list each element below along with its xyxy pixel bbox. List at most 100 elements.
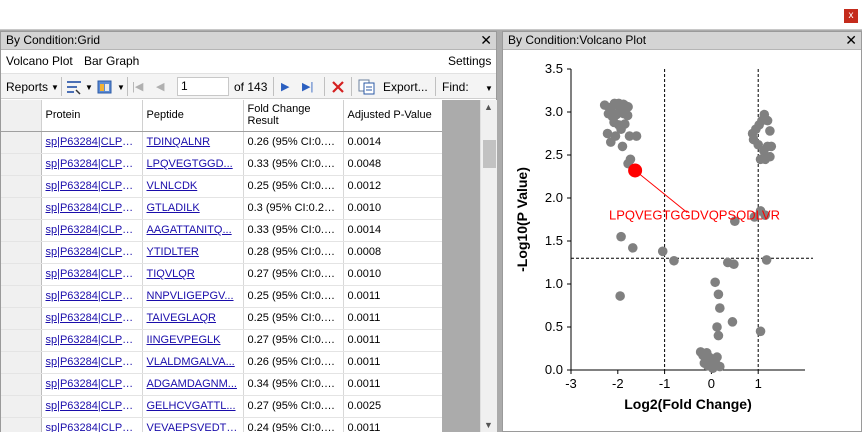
toolbar-overflow-icon[interactable]: ▼ — [485, 84, 493, 93]
fold-change-cell[interactable]: 0.26 (95% CI:0.1... — [243, 131, 344, 154]
fold-change-cell[interactable]: 0.24 (95% CI:0.1... — [243, 417, 344, 432]
p-value-cell[interactable]: 0.0011 — [343, 285, 442, 308]
filter-dropdown-icon[interactable]: ▼ — [85, 83, 93, 92]
fold-change-cell[interactable]: 0.25 (95% CI:0.1... — [243, 307, 344, 330]
peptide-link[interactable]: TIQVLQR — [142, 263, 244, 286]
volcano-plot-chart[interactable]: 0.0 0.5 1.0 1.5 2.0 2.5 3.0 3.5 -3 -2 -1 0 1Log2(Fol… — [503, 51, 861, 432]
p-value-cell[interactable]: 0.0011 — [343, 307, 442, 330]
p-value-cell[interactable]: 0.0010 — [343, 197, 442, 220]
row-header[interactable] — [1, 329, 42, 352]
table-row[interactable]: sp|P63284|CLPB... GELHCVGATTL... 0.27 (95%… — [1, 395, 442, 418]
clear-filter-icon[interactable] — [330, 79, 346, 95]
page-number-input[interactable]: 1 — [177, 77, 229, 96]
fold-change-cell[interactable]: 0.3 (95% CI:0.24 ... — [243, 197, 344, 220]
protein-link[interactable]: sp|P63284|CLPB... — [41, 131, 143, 154]
table-row[interactable]: sp|P63284|CLPB... TAIVEGLAQR 0.25 (95% CI:… — [1, 307, 442, 330]
table-row[interactable]: sp|P63284|CLPB... NNPVLIGEPGV... 0.25 (95%… — [1, 285, 442, 308]
peptide-link[interactable]: ADGAMDAGNM... — [142, 373, 244, 396]
bar-graph-tab[interactable]: Bar Graph — [84, 54, 140, 68]
scroll-up-icon[interactable]: ▲ — [484, 102, 493, 112]
p-value-cell[interactable]: 0.0025 — [343, 395, 442, 418]
row-header[interactable] — [1, 175, 42, 198]
row-header[interactable] — [1, 395, 42, 418]
peptide-link[interactable]: TDINQALNR — [142, 131, 244, 154]
fold-change-cell[interactable]: 0.25 (95% CI:0.1... — [243, 285, 344, 308]
peptide-link[interactable]: VLALDMGALVA... — [142, 351, 244, 374]
protein-link[interactable]: sp|P63284|CLPB... — [41, 219, 143, 242]
row-header[interactable] — [1, 219, 42, 242]
column-header-fold-change[interactable]: Fold Change Result — [243, 100, 344, 132]
fold-change-cell[interactable]: 0.34 (95% CI:0.2... — [243, 373, 344, 396]
volcano-plot-tab[interactable]: Volcano Plot — [6, 54, 73, 68]
column-header-peptide[interactable]: Peptide — [142, 100, 244, 132]
p-value-cell[interactable]: 0.0011 — [343, 351, 442, 374]
p-value-cell[interactable]: 0.0011 — [343, 417, 442, 432]
table-row[interactable]: sp|P63284|CLPB... YTIDLTER 0.28 (95% CI:0.… — [1, 241, 442, 264]
scrollbar-thumb[interactable] — [483, 140, 496, 168]
row-header[interactable] — [1, 285, 42, 308]
protein-link[interactable]: sp|P63284|CLPB... — [41, 351, 143, 374]
grid-panel-close-button[interactable]: ✕ — [480, 32, 492, 48]
table-row[interactable]: sp|P63284|CLPB... VLNLCDK 0.25 (95% CI:0.1… — [1, 175, 442, 198]
fold-change-cell[interactable]: 0.33 (95% CI:0.2... — [243, 219, 344, 242]
fold-change-cell[interactable]: 0.28 (95% CI:0.2... — [243, 241, 344, 264]
column-dropdown-icon[interactable]: ▼ — [117, 83, 125, 92]
last-page-icon[interactable]: ▶| — [302, 81, 314, 93]
fold-change-cell[interactable]: 0.25 (95% CI:0.1... — [243, 175, 344, 198]
fold-change-cell[interactable]: 0.27 (95% CI:0.2 ... — [243, 329, 344, 352]
row-header[interactable] — [1, 263, 42, 286]
table-row[interactable]: sp|P63284|CLPB... AAGATTANITQ... 0.33 (95%… — [1, 219, 442, 242]
p-value-cell[interactable]: 0.0011 — [343, 373, 442, 396]
fold-change-cell[interactable]: 0.33 (95% CI:0.2... — [243, 153, 344, 176]
peptide-link[interactable]: AAGATTANITQ... — [142, 219, 244, 242]
peptide-link[interactable]: LPQVEGTGGD... — [142, 153, 244, 176]
scroll-down-icon[interactable]: ▼ — [484, 420, 493, 430]
peptide-link[interactable]: IINGEVPEGLK — [142, 329, 244, 352]
peptide-link[interactable]: YTIDLTER — [142, 241, 244, 264]
table-row[interactable]: sp|P63284|CLPB... ADGAMDAGNM... 0.34 (95% … — [1, 373, 442, 396]
protein-link[interactable]: sp|P63284|CLPB... — [41, 307, 143, 330]
peptide-link[interactable]: NNPVLIGEPGV... — [142, 285, 244, 308]
table-row[interactable]: sp|P63284|CLPB... GTLADILK 0.3 (95% CI:0.2… — [1, 197, 442, 220]
copy-icon[interactable] — [358, 79, 376, 95]
table-row[interactable]: sp|P63284|CLPB... LPQVEGTGGD... 0.33 (95% … — [1, 153, 442, 176]
row-header[interactable] — [1, 153, 42, 176]
reports-menu-button[interactable]: Reports — [6, 80, 49, 94]
row-header[interactable] — [1, 131, 42, 154]
table-row[interactable]: sp|P63284|CLPB... TDINQALNR 0.26 (95% CI:0… — [1, 131, 442, 154]
protein-link[interactable]: sp|P63284|CLPB... — [41, 197, 143, 220]
first-page-icon[interactable]: |◀ — [132, 81, 144, 93]
p-value-cell[interactable]: 0.0011 — [343, 329, 442, 352]
table-row[interactable]: sp|P63284|CLPB... IINGEVPEGLK 0.27 (95% CI… — [1, 329, 442, 352]
plot-panel-close-button[interactable]: ✕ — [845, 32, 857, 48]
row-header[interactable] — [1, 197, 42, 220]
export-button[interactable]: Export... — [383, 80, 428, 94]
settings-button[interactable]: Settings — [448, 54, 492, 68]
protein-link[interactable]: sp|P63284|CLPB... — [41, 241, 143, 264]
fold-change-cell[interactable]: 0.26 (95% CI:0.1... — [243, 351, 344, 374]
protein-link[interactable]: sp|P63284|CLPB... — [41, 417, 143, 432]
protein-link[interactable]: sp|P63284|CLPB... — [41, 373, 143, 396]
protein-link[interactable]: sp|P63284|CLPB... — [41, 329, 143, 352]
p-value-cell[interactable]: 0.0008 — [343, 241, 442, 264]
column-header-adjusted-p-value[interactable]: Adjusted P-Value — [343, 100, 442, 132]
p-value-cell[interactable]: 0.0010 — [343, 263, 442, 286]
fold-change-cell[interactable]: 0.27 (95% CI:0.2... — [243, 263, 344, 286]
table-row[interactable]: sp|P63284|CLPB... VEVAEPSVEDTI... 0.24 (95… — [1, 417, 442, 432]
protein-link[interactable]: sp|P63284|CLPB... — [41, 395, 143, 418]
close-window-button[interactable]: x — [844, 9, 858, 23]
protein-link[interactable]: sp|P63284|CLPB... — [41, 263, 143, 286]
protein-link[interactable]: sp|P63284|CLPB... — [41, 285, 143, 308]
protein-link[interactable]: sp|P63284|CLPB... — [41, 175, 143, 198]
protein-link[interactable]: sp|P63284|CLPB... — [41, 153, 143, 176]
p-value-cell[interactable]: 0.0048 — [343, 153, 442, 176]
row-header[interactable] — [1, 373, 42, 396]
row-header[interactable] — [1, 351, 42, 374]
peptide-link[interactable]: VLNLCDK — [142, 175, 244, 198]
p-value-cell[interactable]: 0.0014 — [343, 219, 442, 242]
previous-page-icon[interactable]: ◀ — [156, 81, 165, 93]
column-header-protein[interactable]: Protein — [41, 100, 143, 132]
column-settings-icon[interactable] — [97, 79, 113, 95]
peptide-link[interactable]: TAIVEGLAQR — [142, 307, 244, 330]
row-header[interactable] — [1, 241, 42, 264]
